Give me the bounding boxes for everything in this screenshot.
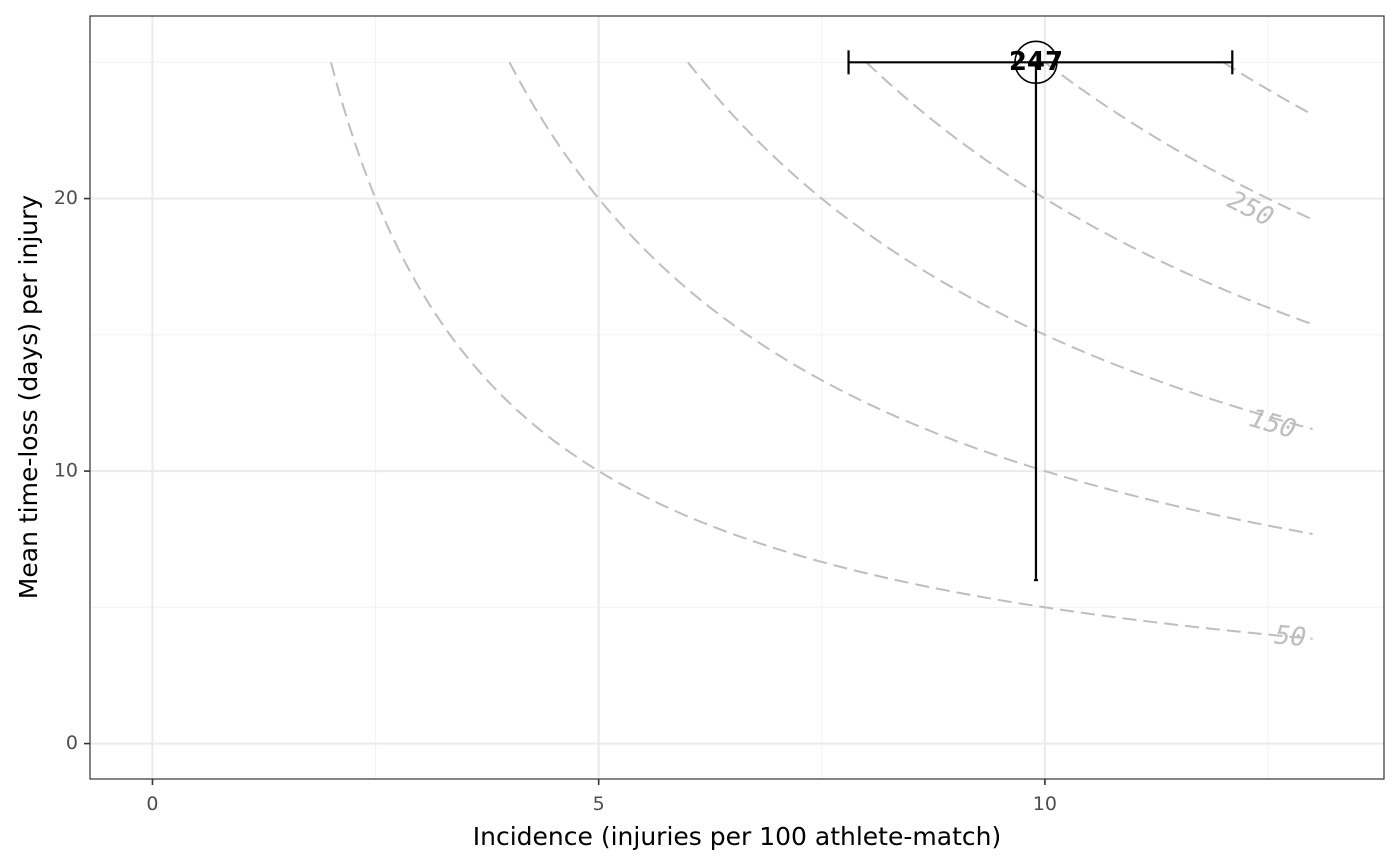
- data-point: [1014, 40, 1058, 85]
- y-tick-label: 0: [66, 732, 78, 754]
- contour-line-300: [1222, 61, 1314, 116]
- contour-line-150: [687, 61, 1313, 431]
- error-bars: [847, 50, 1234, 582]
- contour-line-250: [1044, 61, 1314, 221]
- x-tick-label: 10: [1033, 793, 1057, 815]
- contour-label-150: 150: [1246, 403, 1299, 445]
- contour-label-250: 250: [1223, 185, 1278, 233]
- grid-major: [90, 16, 1384, 779]
- x-tick-label: 5: [593, 793, 605, 815]
- x-tick-label: 0: [146, 793, 158, 815]
- point-label: 247: [1009, 47, 1063, 77]
- contour-label-50: 50: [1273, 620, 1307, 653]
- x-axis-title: Incidence (injuries per 100 athlete-matc…: [473, 822, 1001, 851]
- y-axis: 0 10 20: [54, 187, 90, 754]
- y-tick-label: 20: [54, 187, 78, 209]
- contour-line-200: [865, 61, 1313, 326]
- grid-minor: [90, 16, 1384, 779]
- y-tick-label: 10: [54, 460, 78, 482]
- panel-border: [89, 15, 1385, 780]
- contour-lines: [329, 61, 1314, 640]
- points: 247: [1009, 40, 1063, 85]
- contour-line-50: [329, 62, 1313, 640]
- y-axis-title: Mean time-loss (days) per injury: [14, 195, 43, 600]
- contour-labels: 50 150 250: [1223, 185, 1308, 653]
- contour-line-100: [508, 61, 1313, 535]
- x-axis: 0 5 10: [146, 779, 1057, 815]
